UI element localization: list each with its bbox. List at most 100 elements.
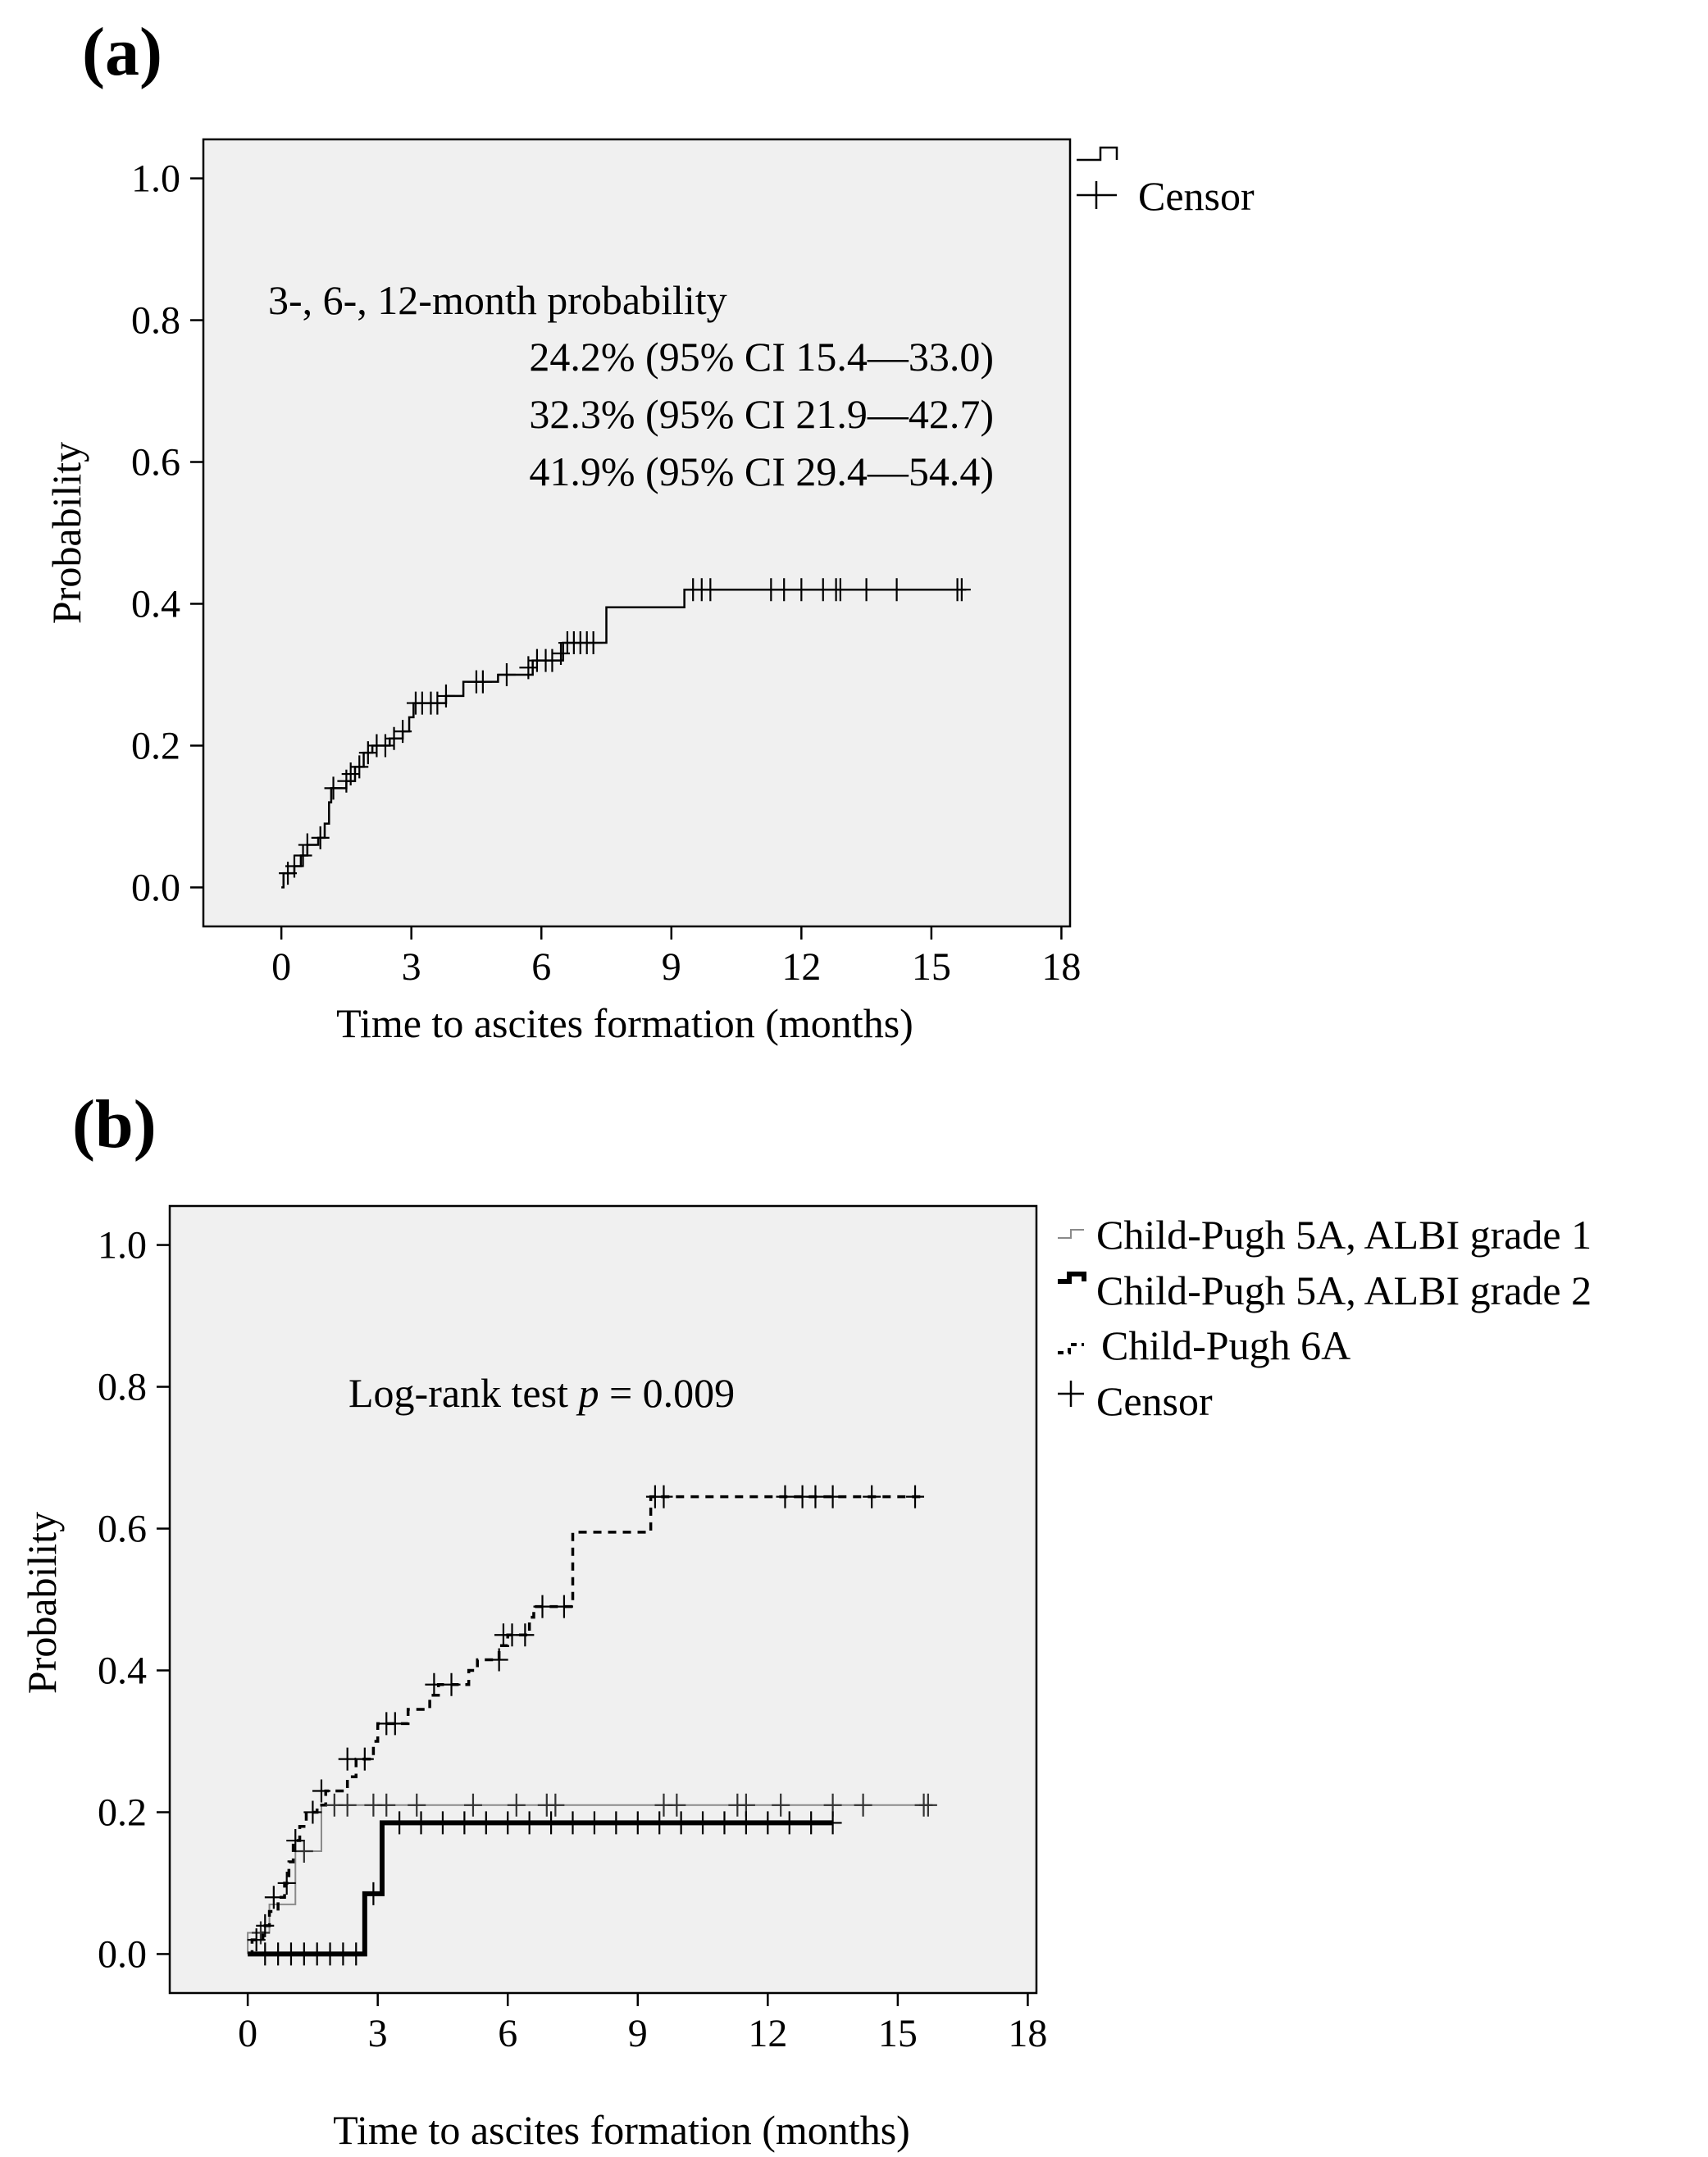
x-tick-label-a-3: 3 (402, 945, 421, 989)
x-tick-label-b-6: 6 (498, 2012, 517, 2055)
censor-mark-b-0-6 (408, 1793, 426, 1817)
censor-mark-b-0-8 (507, 1793, 526, 1817)
censor-mark-b-1-28 (802, 1811, 821, 1835)
x-tick-label-b-18: 18 (1008, 2012, 1047, 2055)
censor-mark-b-1-29 (823, 1811, 842, 1835)
y-tick-label-b-5: 1.0 (98, 1224, 147, 1267)
legend-censor-swatch-a (1077, 181, 1117, 209)
censor-mark-b-2-7 (338, 1747, 357, 1771)
y-tick-label-b-1: 0.2 (98, 1791, 147, 1834)
censor-mark-b-1-13 (476, 1811, 495, 1835)
censor-mark-b-0-10 (546, 1793, 565, 1817)
censor-mark-b-2-17 (533, 1595, 552, 1618)
censor-mark-b-2-6 (312, 1779, 330, 1803)
censor-mark-a-0-13 (394, 720, 412, 744)
censor-mark-b-2-24 (823, 1485, 842, 1509)
x-tick-label-b-12: 12 (748, 2012, 787, 2055)
censor-mark-b-2-8 (355, 1747, 374, 1771)
censor-mark-b-1-14 (499, 1811, 517, 1835)
x-tick-label-b-9: 9 (628, 2012, 648, 2055)
y-tick-label-a-3: 0.6 (131, 441, 180, 485)
censor-mark-a-0-21 (497, 662, 516, 686)
censor-mark-b-2-5 (303, 1800, 322, 1824)
censor-mark-b-1-27 (780, 1811, 799, 1835)
axes-a: 0 3 6 9 12 15 18 0.0 0.2 0.4 0.6 0.8 1.0 (131, 157, 1081, 989)
censor-mark-b-1-24 (715, 1811, 734, 1835)
annotation-line-a-1: 24.2% (95% CI 15.4—33.0) (529, 334, 994, 380)
censor-mark-b-2-12 (442, 1672, 461, 1696)
censor-mark-b-1-19 (607, 1811, 626, 1835)
censor-mark-a-0-37 (792, 578, 811, 602)
x-tick-label-b-15: 15 (878, 2012, 918, 2055)
censor-mark-a-0-8 (350, 755, 369, 779)
censor-mark-b-2-16 (516, 1623, 535, 1647)
censor-mark-a-0-3 (298, 833, 317, 857)
x-tick-label-a-18: 18 (1041, 945, 1081, 989)
censor-mark-b-0-17 (854, 1793, 872, 1817)
plot-area-a (202, 138, 1072, 928)
censor-mark-b-0-1 (294, 1840, 313, 1863)
censor-mark-b-1-23 (694, 1811, 713, 1835)
censor-mark-a-0-5 (324, 776, 343, 800)
censor-mark-a-0-34 (701, 578, 720, 602)
censor-mark-b-1-22 (672, 1811, 690, 1835)
x-tick-label-b-0: 0 (238, 2012, 257, 2055)
censor-mark-b-2-20 (654, 1485, 673, 1509)
legend-label-censor-b: Censor (1096, 1378, 1213, 1424)
x-tick-label-a-9: 9 (662, 945, 681, 989)
annotation-title-a: 3-, 6-, 12-month probability (268, 277, 727, 323)
censor-mark-b-1-11 (433, 1811, 452, 1835)
legend-swatch-cp6a (1058, 1343, 1084, 1354)
annotation-line-a-2: 32.3% (95% CI 21.9—42.7) (529, 391, 994, 437)
legend-b: Child-Pugh 5A, ALBI grade 1 Child-Pugh 5… (1058, 1212, 1592, 1424)
censor-mark-b-0-12 (667, 1793, 686, 1817)
y-tick-label-b-0: 0.0 (98, 1932, 147, 1976)
chart-a: 0 3 6 9 12 15 18 0.0 0.2 0.4 0.6 0.8 1.0 Probability… (43, 138, 1255, 1046)
log-rank-prefix: Log-rank test (348, 1370, 578, 1416)
legend-step-swatch-a (1077, 146, 1118, 162)
censor-mark-b-1-15 (520, 1811, 539, 1835)
x-tick-label-a-6: 6 (531, 945, 551, 989)
x-tick-label-a-15: 15 (912, 945, 951, 989)
legend-swatch-albi2 (1058, 1272, 1086, 1284)
censor-mark-a-0-40 (831, 578, 849, 602)
log-rank-suffix: = 0.009 (599, 1370, 735, 1416)
y-axis-label-b: Probability (19, 1512, 65, 1694)
censor-mark-b-1-7 (347, 1942, 366, 1966)
legend-censor-swatch-b (1058, 1381, 1084, 1407)
panel-label-a: (a) (82, 14, 162, 90)
x-axis-label-a: Time to ascites formation (months) (336, 1000, 913, 1046)
censor-mark-a-0-44 (952, 578, 971, 602)
censor-mark-b-1-21 (650, 1811, 669, 1835)
censor-mark-a-0-31 (584, 631, 603, 655)
y-tick-label-a-5: 1.0 (131, 157, 180, 201)
censor-mark-a-0-41 (857, 578, 876, 602)
y-tick-label-a-0: 0.0 (131, 866, 180, 909)
censor-mark-b-0-5 (377, 1793, 396, 1817)
censor-mark-b-2-26 (906, 1485, 925, 1509)
censor-mark-b-2-3 (277, 1871, 296, 1895)
legend-label-cp6a: Child-Pugh 6A (1101, 1322, 1350, 1368)
censor-mark-a-0-20 (473, 670, 492, 694)
censor-mark-b-1-18 (585, 1811, 603, 1835)
y-axis-label-a: Probability (43, 442, 89, 624)
censor-mark-b-1-20 (628, 1811, 647, 1835)
censor-mark-b-1-9 (390, 1811, 409, 1835)
censor-mark-a-0-1 (285, 854, 303, 878)
annotation-line-a-3: 41.9% (95% CI 29.4—54.4) (529, 448, 994, 494)
censor-mark-a-0-42 (887, 578, 906, 602)
legend-swatch-albi1 (1058, 1229, 1084, 1239)
censor-mark-b-1-16 (542, 1811, 561, 1835)
censor-mark-a-0-2 (294, 844, 312, 867)
censor-mark-b-2-21 (776, 1485, 795, 1509)
x-tick-label-a-12: 12 (781, 945, 821, 989)
log-rank-annotation: Log-rank test p = 0.009 (348, 1370, 735, 1416)
y-tick-label-b-3: 0.6 (98, 1508, 147, 1551)
y-tick-label-b-4: 0.8 (98, 1366, 147, 1409)
censor-mark-a-0-18 (436, 684, 455, 708)
censor-layer-a (279, 578, 971, 885)
censor-mark-b-0-19 (918, 1793, 937, 1817)
y-tick-label-a-4: 0.8 (131, 299, 180, 343)
x-tick-label-a-0: 0 (271, 945, 291, 989)
censor-mark-b-0-15 (772, 1793, 790, 1817)
